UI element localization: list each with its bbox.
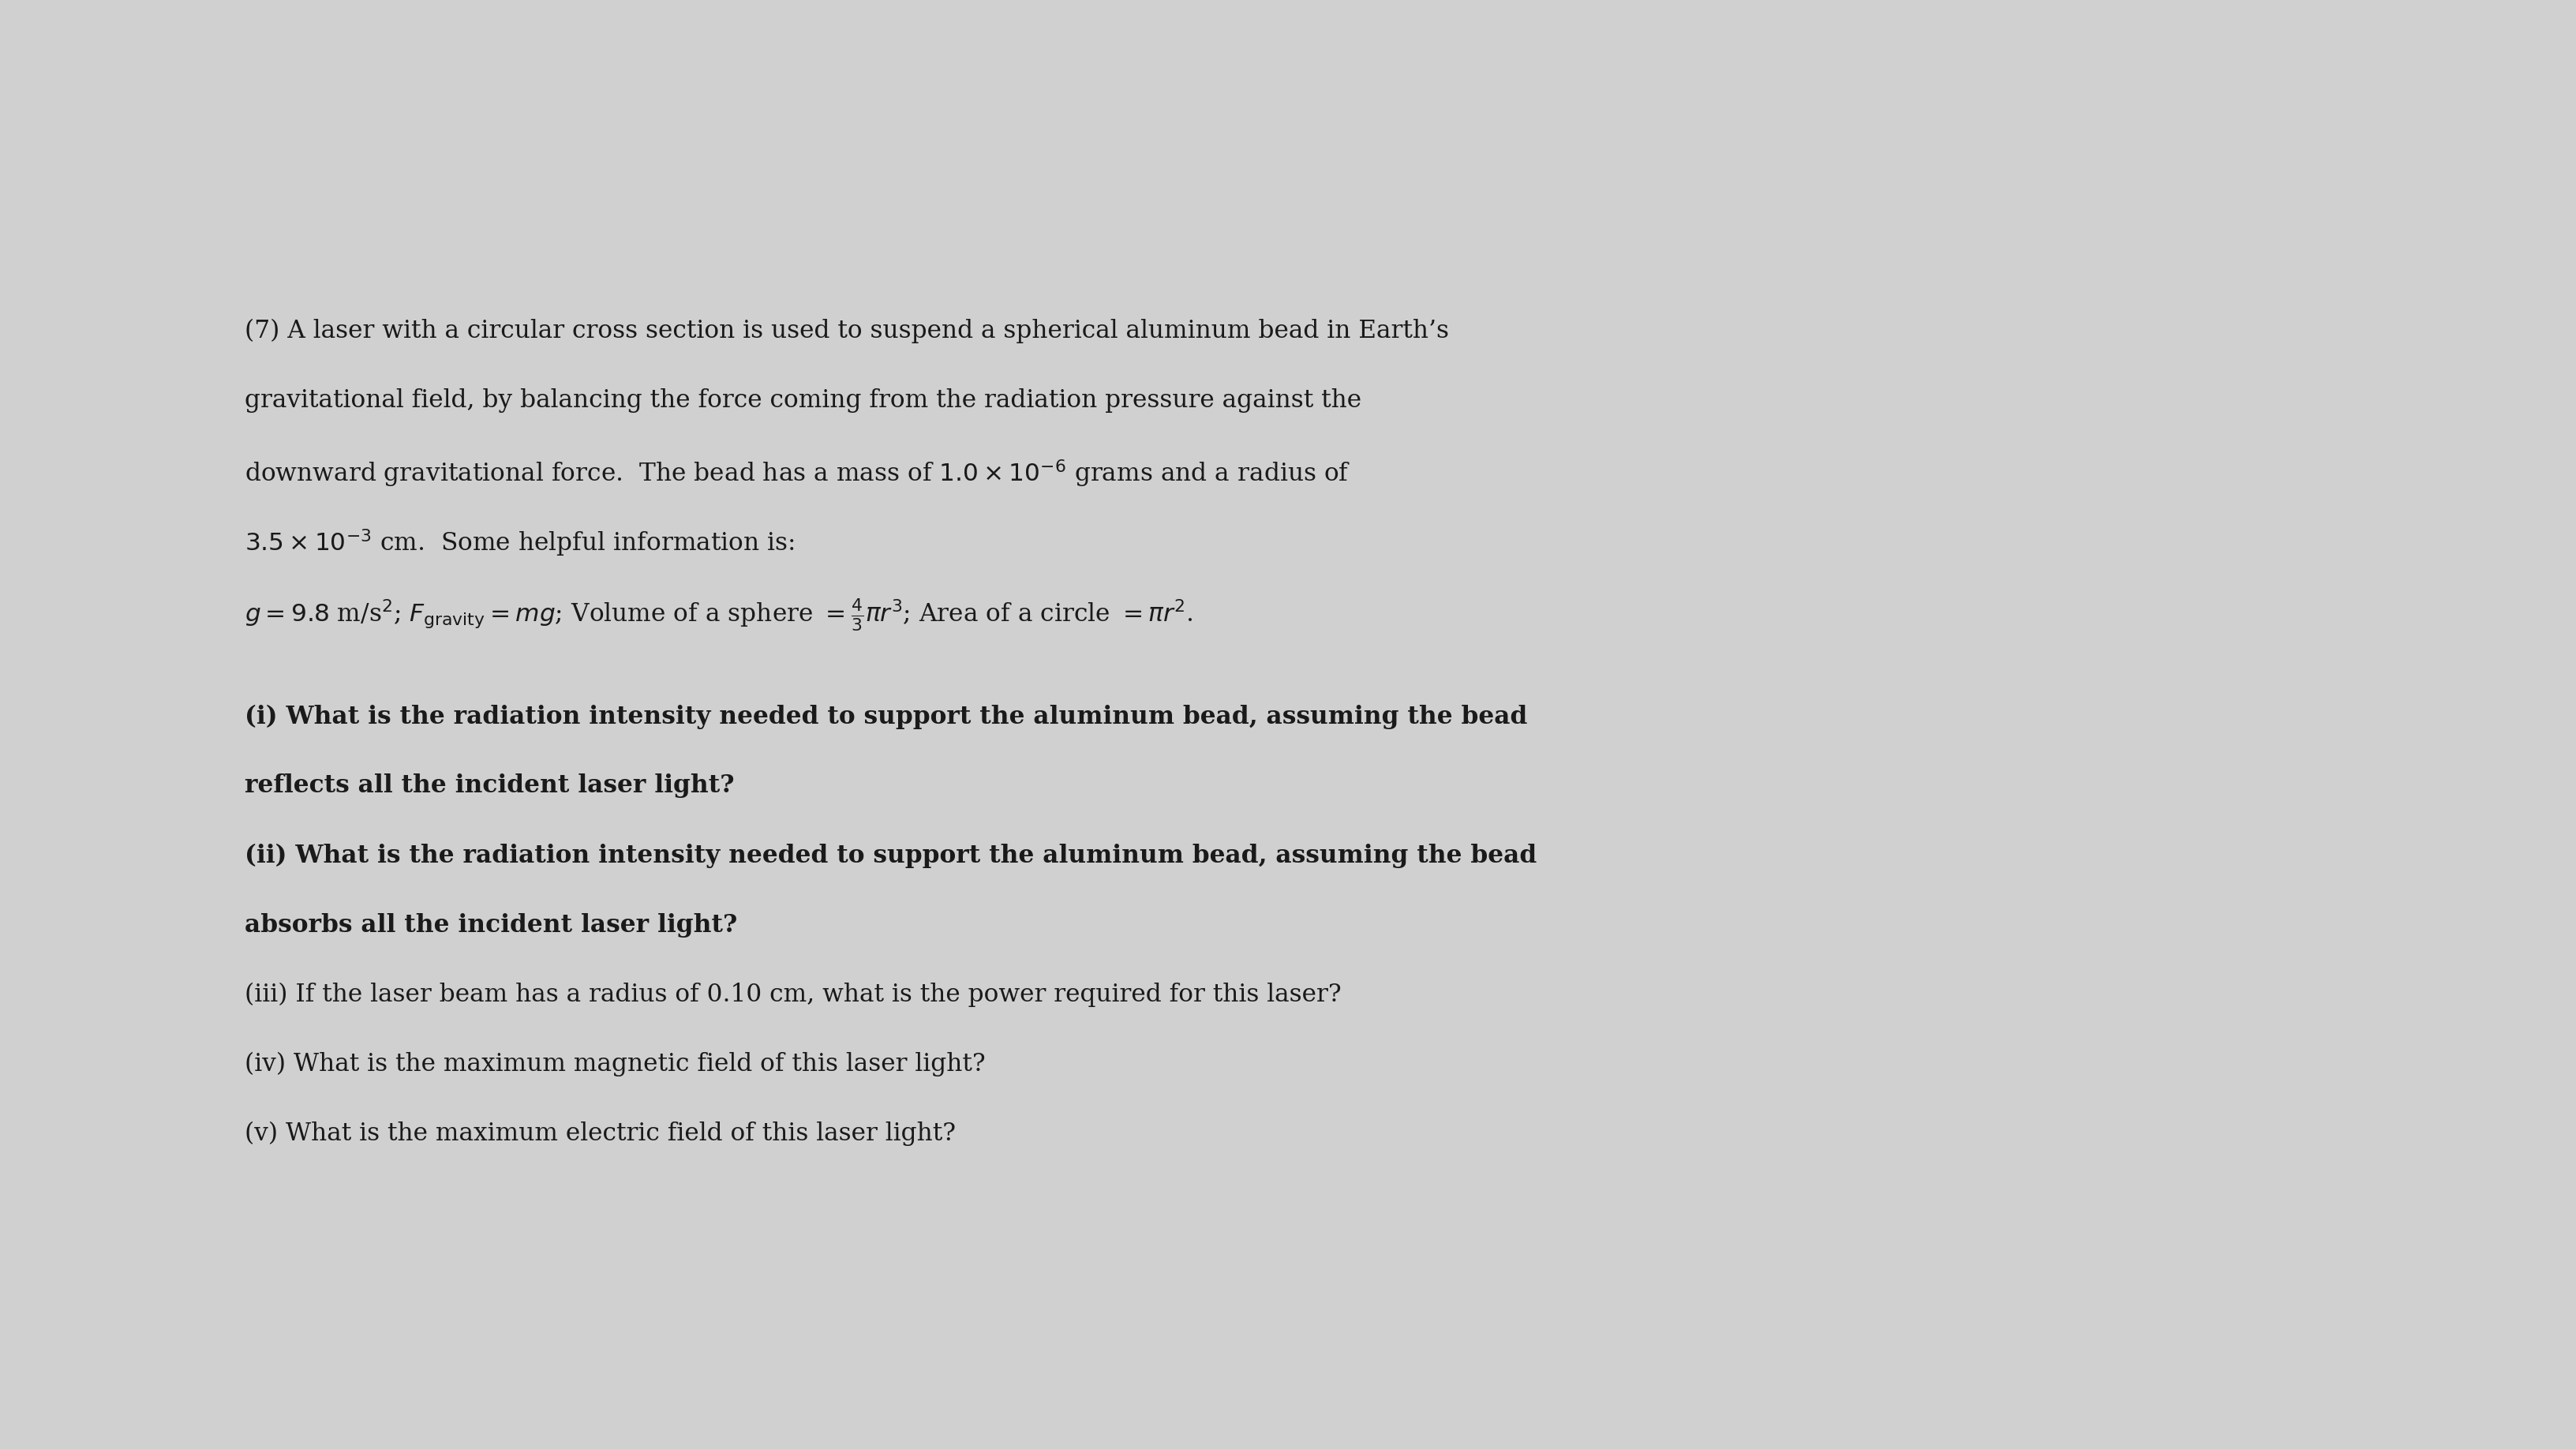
Text: gravitational field, by balancing the force coming from the radiation pressure a: gravitational field, by balancing the fo… — [245, 388, 1363, 413]
Text: (v) What is the maximum electric field of this laser light?: (v) What is the maximum electric field o… — [245, 1122, 956, 1146]
Text: $3.5 \times 10^{-3}$ cm.  Some helpful information is:: $3.5 \times 10^{-3}$ cm. Some helpful in… — [245, 527, 796, 559]
Text: downward gravitational force.  The bead has a mass of $1.0 \times 10^{-6}$ grams: downward gravitational force. The bead h… — [245, 458, 1350, 490]
Text: (iv) What is the maximum magnetic field of this laser light?: (iv) What is the maximum magnetic field … — [245, 1052, 987, 1077]
Text: (7) A laser with a circular cross section is used to suspend a spherical aluminu: (7) A laser with a circular cross sectio… — [245, 319, 1450, 343]
Text: reflects all the incident laser light?: reflects all the incident laser light? — [245, 774, 734, 798]
Text: (ii) What is the radiation intensity needed to support the aluminum bead, assumi: (ii) What is the radiation intensity nee… — [245, 843, 1538, 868]
Text: $g = 9.8$ m/s$^2$; $F_{\mathrm{gravity}} = mg$; Volume of a sphere $= \frac{4}{3: $g = 9.8$ m/s$^2$; $F_{\mathrm{gravity}}… — [245, 597, 1193, 633]
Text: absorbs all the incident laser light?: absorbs all the incident laser light? — [245, 913, 737, 938]
Text: (iii) If the laser beam has a radius of 0.10 cm, what is the power required for : (iii) If the laser beam has a radius of … — [245, 982, 1342, 1007]
Text: (i) What is the radiation intensity needed to support the aluminum bead, assumin: (i) What is the radiation intensity need… — [245, 704, 1528, 729]
